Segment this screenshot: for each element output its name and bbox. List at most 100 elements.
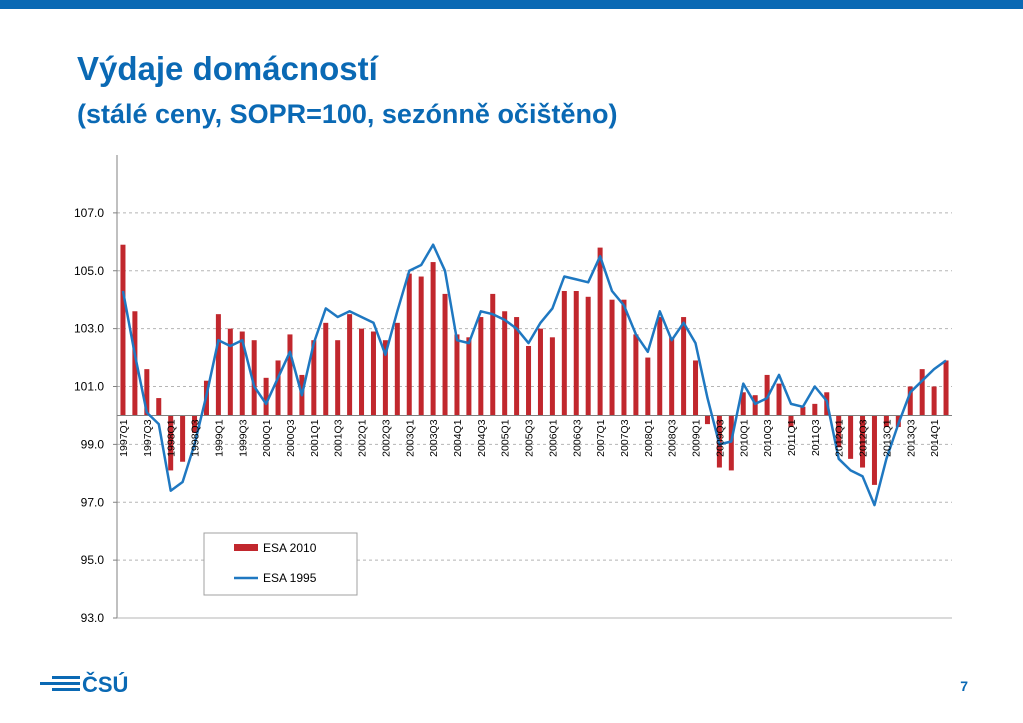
x-tick-label: 2006Q1 [547,419,559,457]
y-tick-label: 93.0 [81,611,105,625]
bar-esa2010 [657,317,663,416]
x-tick-label: 2007Q3 [619,419,631,457]
bar-esa2010 [561,291,567,416]
bar-esa2010 [490,293,496,416]
bar-esa2010 [573,291,579,416]
legend-label-esa1995: ESA 1995 [263,571,317,585]
x-tick-label: 2003Q3 [428,419,440,457]
bar-esa2010 [168,415,174,471]
bar-esa2010 [514,317,520,416]
x-tick-label: 2004Q3 [476,419,488,457]
x-tick-label: 2009Q1 [691,419,703,457]
legend-box [203,532,358,596]
x-tick-label: 2014Q1 [929,419,941,457]
bar-esa2010 [418,276,424,416]
x-tick-label: 1997Q3 [142,419,154,457]
bar-esa2010 [740,392,746,416]
legend-label-esa2010: ESA 2010 [263,541,317,555]
bar-esa2010 [227,328,233,416]
x-tick-label: 2009Q3 [714,419,726,457]
bar-esa2010 [192,415,198,433]
bar-esa2010 [800,406,806,416]
bar-esa2010 [883,415,889,428]
bar-esa2010 [287,334,293,416]
x-tick-label: 1999Q3 [237,419,249,457]
top-accent-bar [0,0,1023,9]
bar-esa2010 [144,369,150,416]
slide-subtitle: (stálé ceny, SOPR=100, sezónně očištěno) [77,99,618,129]
bar-esa2010 [907,386,913,416]
bar-esa2010 [633,334,639,416]
bar-esa2010 [931,386,937,416]
csu-logo: ČSÚ [40,672,128,697]
x-tick-label: 2005Q3 [524,419,536,457]
bar-esa2010 [263,377,269,416]
y-tick-label: 107.0 [74,206,104,220]
y-tick-label: 105.0 [74,264,104,278]
bar-esa2010 [609,299,615,416]
x-tick-label: 2012Q1 [834,419,846,457]
x-tick-label: 1998Q1 [166,419,178,457]
bar-esa2010 [335,340,341,416]
bar-esa2010 [788,415,794,428]
bar-esa2010 [812,403,818,416]
x-tick-label: 2000Q1 [261,419,273,457]
bar-esa2010 [382,340,388,416]
x-tick-label: 2004Q1 [452,419,464,457]
bar-esa2010 [704,415,710,425]
bar-esa2010 [585,296,591,416]
bar-esa2010 [919,369,925,416]
y-tick-label: 95.0 [81,553,105,567]
bar-esa2010 [359,328,365,416]
x-tick-label: 2001Q1 [309,419,321,457]
bar-esa2010 [728,415,734,471]
x-tick-label: 2008Q1 [643,419,655,457]
x-tick-label: 2000Q3 [285,419,297,457]
legend-swatch-esa2010 [234,544,258,551]
x-tick-label: 2010Q3 [762,419,774,457]
bar-esa2010 [370,331,376,416]
bar-esa2010 [764,374,770,416]
x-tick-label: 2006Q3 [571,419,583,457]
bar-esa2010 [120,244,126,416]
x-tick-label: 1997Q1 [118,419,130,457]
page-number: 7 [960,678,968,694]
bar-esa2010 [442,293,448,416]
bar-esa2010 [394,322,400,416]
bar-esa2010 [526,345,532,416]
bar-esa2010 [549,337,555,416]
bar-esa2010 [347,314,353,416]
bar-esa2010 [836,415,842,448]
bar-esa2010 [943,360,949,416]
bar-esa2010 [239,331,245,416]
bar-esa2010 [132,311,138,416]
x-tick-label: 2001Q3 [333,419,345,457]
bar-esa2010 [156,398,162,416]
bar-esa2010 [537,328,543,416]
bar-esa2010 [681,317,687,416]
bar-esa2010 [693,360,699,416]
x-tick-label: 2013Q1 [881,419,893,457]
bar-esa2010 [597,247,603,416]
bar-esa2010 [430,262,436,416]
bar-esa2010 [466,337,472,416]
x-tick-label: 2011Q3 [810,419,822,456]
x-tick-label: 2003Q1 [404,419,416,457]
bar-esa2010 [215,314,221,416]
bar-esa2010 [478,317,484,416]
x-tick-label: 2010Q1 [738,419,750,457]
x-tick-label: 2012Q3 [858,419,870,457]
y-tick-label: 103.0 [74,322,104,336]
bar-esa2010 [251,340,257,416]
x-tick-label: 2013Q3 [905,419,917,457]
bar-esa2010 [871,415,877,485]
bar-esa2010 [776,383,782,416]
x-tick-label: 1998Q3 [190,419,202,457]
x-tick-label: 2005Q1 [500,419,512,457]
bar-esa2010 [406,273,412,416]
x-tick-label: 1999Q1 [213,419,225,457]
bar-esa2010 [860,415,866,468]
bar-esa2010 [323,322,329,416]
slide-title: Výdaje domácností [77,50,378,87]
